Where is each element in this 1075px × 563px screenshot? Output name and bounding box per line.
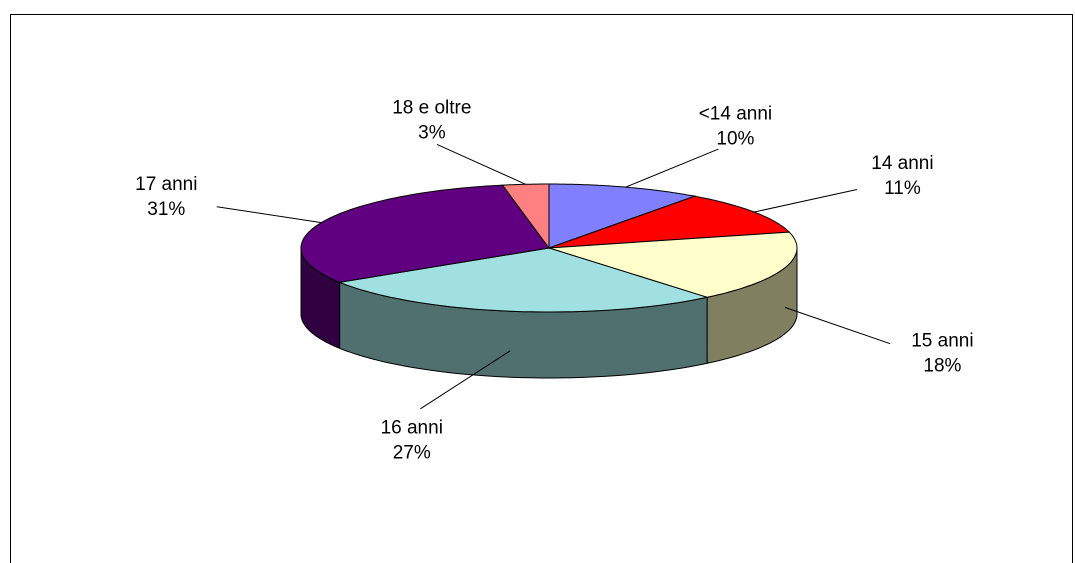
slice-value-label: 27%: [393, 442, 431, 463]
leader-line: [436, 144, 526, 185]
chart-frame: [10, 14, 1073, 563]
slice: [300, 184, 550, 283]
leader-line: [216, 206, 322, 224]
slice: [548, 183, 697, 249]
slice-value-label: 3%: [418, 123, 446, 144]
slice-label: <14 anni: [699, 103, 772, 124]
slice-label: 16 anni: [381, 417, 443, 438]
slice-value-label: 31%: [147, 199, 185, 220]
leader-line: [784, 306, 891, 345]
slice-label: 18 e oltre: [392, 98, 471, 119]
slice: [337, 247, 708, 313]
leader-line: [625, 148, 719, 188]
leader-line: [754, 189, 858, 213]
slice-value-label: 10%: [716, 128, 754, 149]
slice-value-label: 11%: [884, 178, 921, 199]
slice: [548, 195, 791, 249]
slice-value-label: 18%: [923, 356, 961, 377]
slice-label: 14 anni: [871, 153, 933, 174]
slice-label: 15 anni: [911, 331, 973, 352]
slice: [501, 183, 550, 250]
leader-line: [420, 350, 511, 410]
slice: [548, 231, 798, 298]
slice-label: 17 anni: [135, 174, 197, 195]
